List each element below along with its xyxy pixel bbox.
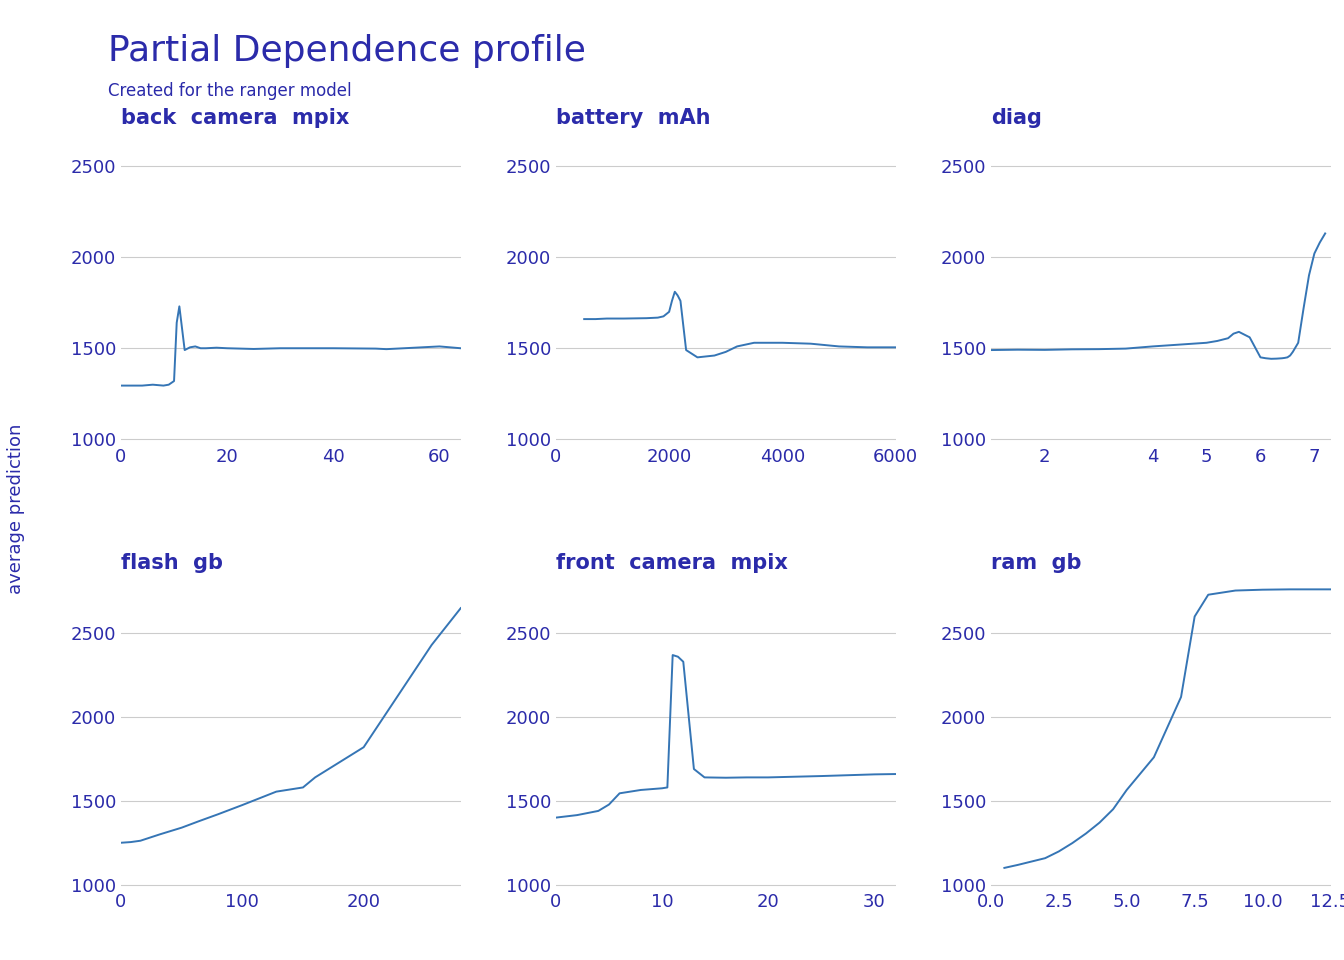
Text: battery  mAh: battery mAh (556, 108, 711, 128)
Text: back  camera  mpix: back camera mpix (121, 108, 349, 128)
Text: front  camera  mpix: front camera mpix (556, 553, 788, 573)
Text: Partial Dependence profile: Partial Dependence profile (108, 34, 586, 67)
Text: diag: diag (991, 108, 1042, 128)
Text: Created for the ranger model: Created for the ranger model (108, 82, 351, 100)
Text: flash  gb: flash gb (121, 553, 223, 573)
Text: average prediction: average prediction (7, 423, 24, 594)
Text: ram  gb: ram gb (991, 553, 1082, 573)
